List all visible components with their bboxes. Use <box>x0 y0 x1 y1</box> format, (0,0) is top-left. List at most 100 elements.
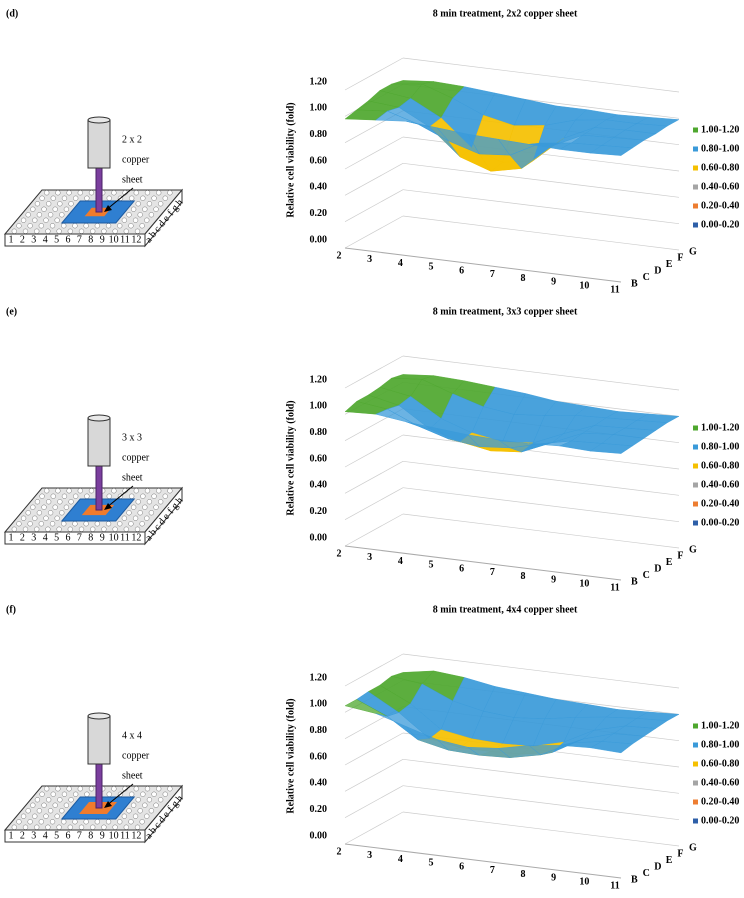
plate-column-label: 4 <box>43 234 48 245</box>
x-tick-label: 8 <box>521 869 526 880</box>
well <box>49 819 56 825</box>
plate-row-label: h <box>174 495 186 506</box>
z-tick-label: C <box>643 272 650 283</box>
plate-column-label: 5 <box>54 234 59 245</box>
well <box>123 228 129 234</box>
well <box>142 206 148 212</box>
well <box>78 824 85 830</box>
grid-line <box>344 163 404 196</box>
well <box>57 797 63 803</box>
well <box>38 819 44 825</box>
plate-column-label: 9 <box>100 234 105 245</box>
legend-swatch <box>693 818 698 824</box>
well <box>106 195 112 201</box>
legend-swatch <box>693 742 698 748</box>
well <box>44 488 50 494</box>
well <box>43 813 49 819</box>
y-tick-label: 0.60 <box>310 453 328 464</box>
legend-label: 0.20-0.40 <box>701 498 739 509</box>
well <box>45 824 51 830</box>
well <box>44 786 50 792</box>
well <box>66 786 72 792</box>
well <box>11 228 17 234</box>
plate-column-label: 4 <box>43 532 48 543</box>
surface-patch <box>589 443 634 454</box>
well <box>52 504 58 510</box>
well <box>106 493 112 499</box>
well <box>153 504 159 510</box>
well <box>128 521 134 527</box>
x-tick-label: 10 <box>579 877 589 888</box>
grid-line <box>402 162 680 198</box>
plate-side <box>144 784 183 844</box>
y-tick-label: 0.40 <box>310 182 328 193</box>
y-tick-label: 0.80 <box>310 725 328 736</box>
well <box>67 228 73 234</box>
pointer-arrow <box>105 783 134 807</box>
well <box>105 223 112 229</box>
y-tick-label: 0.40 <box>310 480 328 491</box>
grid-line <box>402 487 680 523</box>
legend-swatch <box>693 127 698 133</box>
plate-column-label: 3 <box>31 234 36 245</box>
well <box>156 786 162 792</box>
x-tick-label: 9 <box>551 873 556 884</box>
well <box>45 228 51 234</box>
grid-line <box>402 513 680 549</box>
well <box>148 212 155 218</box>
well <box>83 521 89 527</box>
grid-line <box>402 189 680 225</box>
legend-label: 0.60-0.80 <box>701 758 739 769</box>
well <box>83 223 89 229</box>
legend-swatch <box>693 482 698 488</box>
z-tick-label: E <box>666 259 673 270</box>
well <box>84 195 90 201</box>
well <box>137 510 143 516</box>
well <box>63 802 70 808</box>
well <box>101 228 107 234</box>
well <box>140 195 146 201</box>
well <box>56 526 62 532</box>
plate-column-label: 12 <box>131 532 141 543</box>
z-tick-label: B <box>631 278 638 289</box>
well <box>88 488 95 494</box>
well <box>83 819 89 825</box>
well <box>11 824 17 830</box>
plate-column-label: 9 <box>100 532 105 543</box>
well <box>162 195 168 201</box>
well <box>148 510 155 516</box>
well <box>22 526 29 532</box>
well <box>132 515 139 521</box>
well <box>63 504 70 510</box>
well <box>105 819 112 825</box>
plate-row-label: b <box>147 527 159 538</box>
well <box>61 819 67 825</box>
well <box>16 223 22 229</box>
plate-column-label: 8 <box>88 532 93 543</box>
well <box>32 217 38 223</box>
legend-label: 0.00-0.20 <box>701 219 739 230</box>
well <box>167 488 173 494</box>
well <box>72 819 78 825</box>
well <box>144 217 150 223</box>
well <box>121 217 128 223</box>
y-tick-label: 0.60 <box>310 155 328 166</box>
well <box>72 521 78 527</box>
y-tick-label: 1.00 <box>310 401 328 412</box>
well <box>50 493 56 499</box>
plate-column-label: 10 <box>109 532 119 543</box>
well <box>45 499 52 505</box>
well <box>90 228 96 234</box>
panel-label: (f) <box>6 604 16 615</box>
legend-swatch <box>693 761 698 767</box>
well <box>63 206 70 212</box>
y-tick-label: 0.00 <box>310 532 328 543</box>
x-tick-label: 3 <box>367 850 372 861</box>
well <box>78 526 85 532</box>
well <box>112 526 118 532</box>
legend-label: 0.20-0.40 <box>701 796 739 807</box>
plate-side <box>144 188 183 248</box>
well <box>45 201 52 207</box>
